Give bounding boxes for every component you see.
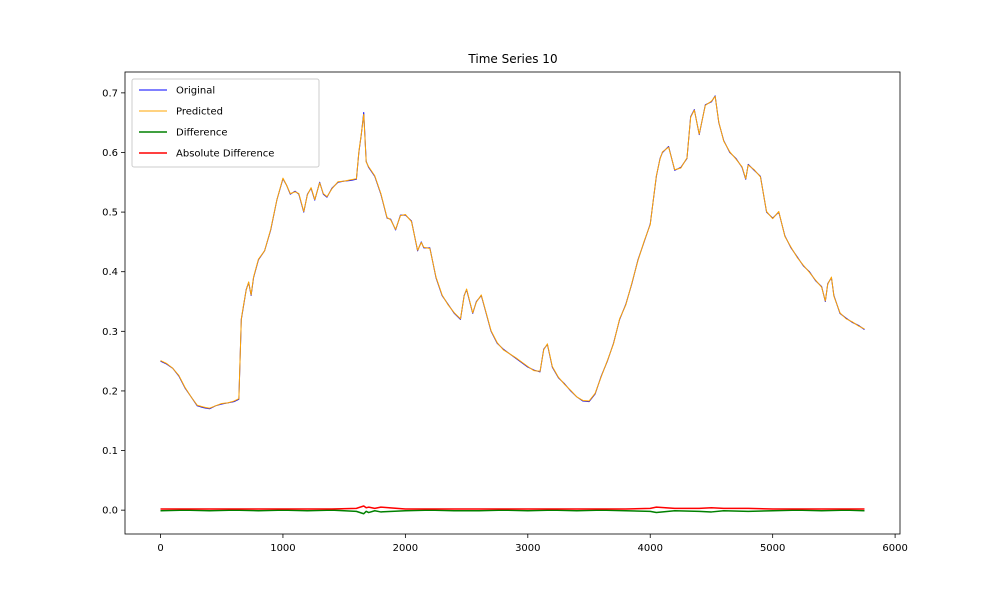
- y-tick-label: 0.3: [102, 327, 118, 338]
- x-tick-label: 6000: [882, 543, 907, 554]
- series-line-difference: [160, 509, 865, 515]
- x-tick-label: 3000: [515, 543, 540, 554]
- y-tick-label: 0.4: [102, 267, 118, 278]
- x-tick-label: 2000: [393, 543, 418, 554]
- x-tick-label: 5000: [760, 543, 785, 554]
- plot-frame: [124, 71, 901, 535]
- y-tick-label: 0.1: [102, 446, 118, 457]
- y-tick-label: 0.6: [102, 148, 118, 159]
- y-axis: 0.0 0.1 0.2 0.3 0.4 0.5 0.6 0.7: [102, 88, 125, 517]
- legend-label-absolute-difference: Absolute Difference: [176, 149, 274, 160]
- legend-label-predicted: Predicted: [176, 107, 223, 118]
- x-tick-label: 0: [157, 543, 163, 554]
- y-tick-label: 0.2: [102, 386, 118, 397]
- y-tick-label: 0.7: [102, 88, 118, 99]
- y-tick-label: 0.0: [102, 506, 118, 517]
- x-axis: 0 1000 2000 3000 4000 5000 6000: [157, 534, 908, 554]
- y-tick-label: 0.5: [102, 208, 118, 219]
- legend-label-difference: Difference: [176, 128, 228, 139]
- series-layer: [160, 95, 865, 515]
- chart-title: Time Series 10: [467, 52, 557, 66]
- legend-label-original: Original: [176, 86, 215, 97]
- x-tick-label: 4000: [638, 543, 663, 554]
- series-line-absolute-difference: [160, 505, 865, 510]
- legend: Original Predicted Difference Absolute Diff…: [131, 78, 320, 168]
- series-line-predicted: [160, 95, 865, 409]
- x-tick-label: 1000: [270, 543, 295, 554]
- legend-box: [131, 78, 320, 168]
